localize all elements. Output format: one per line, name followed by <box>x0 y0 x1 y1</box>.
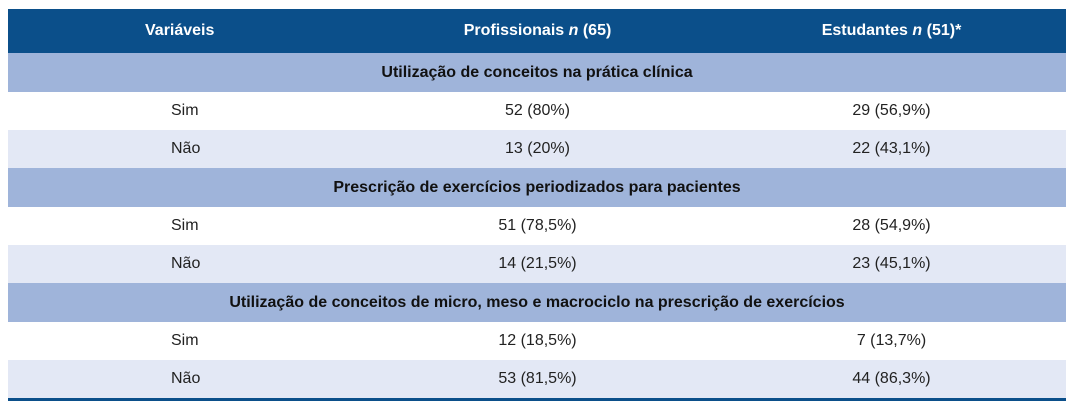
header-profissionais-n: n <box>569 22 579 39</box>
row-profissionais-value: 53 (81,5%) <box>358 360 717 400</box>
header-profissionais-count: (65) <box>578 22 611 39</box>
table-row: Não 53 (81,5%) 44 (86,3%) <box>8 360 1066 400</box>
row-label: Não <box>8 130 358 168</box>
row-estudantes-value: 23 (45,1%) <box>717 245 1066 283</box>
header-estudantes-n: n <box>912 22 922 39</box>
header-estudantes-label: Estudantes <box>822 22 913 39</box>
header-estudantes-count: (51)* <box>922 22 961 39</box>
section-title: Prescrição de exercícios periodizados pa… <box>8 168 1066 207</box>
row-profissionais-value: 52 (80%) <box>358 92 717 130</box>
section-title: Utilização de conceitos de micro, meso e… <box>8 283 1066 322</box>
header-estudantes: Estudantes n (51)* <box>717 9 1066 53</box>
table-row: Não 14 (21,5%) 23 (45,1%) <box>8 245 1066 283</box>
row-estudantes-value: 22 (43,1%) <box>717 130 1066 168</box>
section-title: Utilização de conceitos na prática clíni… <box>8 53 1066 92</box>
table-row: Não 13 (20%) 22 (43,1%) <box>8 130 1066 168</box>
row-estudantes-value: 44 (86,3%) <box>717 360 1066 400</box>
table-body: Utilização de conceitos na prática clíni… <box>8 53 1066 400</box>
table-row: Sim 52 (80%) 29 (56,9%) <box>8 92 1066 130</box>
section-row: Utilização de conceitos na prática clíni… <box>8 53 1066 92</box>
row-profissionais-value: 51 (78,5%) <box>358 207 717 245</box>
row-estudantes-value: 29 (56,9%) <box>717 92 1066 130</box>
section-row: Utilização de conceitos de micro, meso e… <box>8 283 1066 322</box>
header-variaveis: Variáveis <box>8 9 358 53</box>
row-estudantes-value: 7 (13,7%) <box>717 322 1066 360</box>
header-profissionais-label: Profissionais <box>464 22 569 39</box>
row-label: Sim <box>8 92 358 130</box>
row-label: Não <box>8 245 358 283</box>
table-row: Sim 51 (78,5%) 28 (54,9%) <box>8 207 1066 245</box>
row-label: Sim <box>8 322 358 360</box>
header-profissionais: Profissionais n (65) <box>358 9 717 53</box>
row-label: Não <box>8 360 358 400</box>
table-header: Variáveis Profissionais n (65) Estudante… <box>8 9 1066 53</box>
row-profissionais-value: 13 (20%) <box>358 130 717 168</box>
row-estudantes-value: 28 (54,9%) <box>717 207 1066 245</box>
row-label: Sim <box>8 207 358 245</box>
results-table: Variáveis Profissionais n (65) Estudante… <box>8 9 1066 401</box>
row-profissionais-value: 12 (18,5%) <box>358 322 717 360</box>
header-row: Variáveis Profissionais n (65) Estudante… <box>8 9 1066 53</box>
results-table-container: Variáveis Profissionais n (65) Estudante… <box>8 9 1066 401</box>
row-profissionais-value: 14 (21,5%) <box>358 245 717 283</box>
table-row: Sim 12 (18,5%) 7 (13,7%) <box>8 322 1066 360</box>
section-row: Prescrição de exercícios periodizados pa… <box>8 168 1066 207</box>
